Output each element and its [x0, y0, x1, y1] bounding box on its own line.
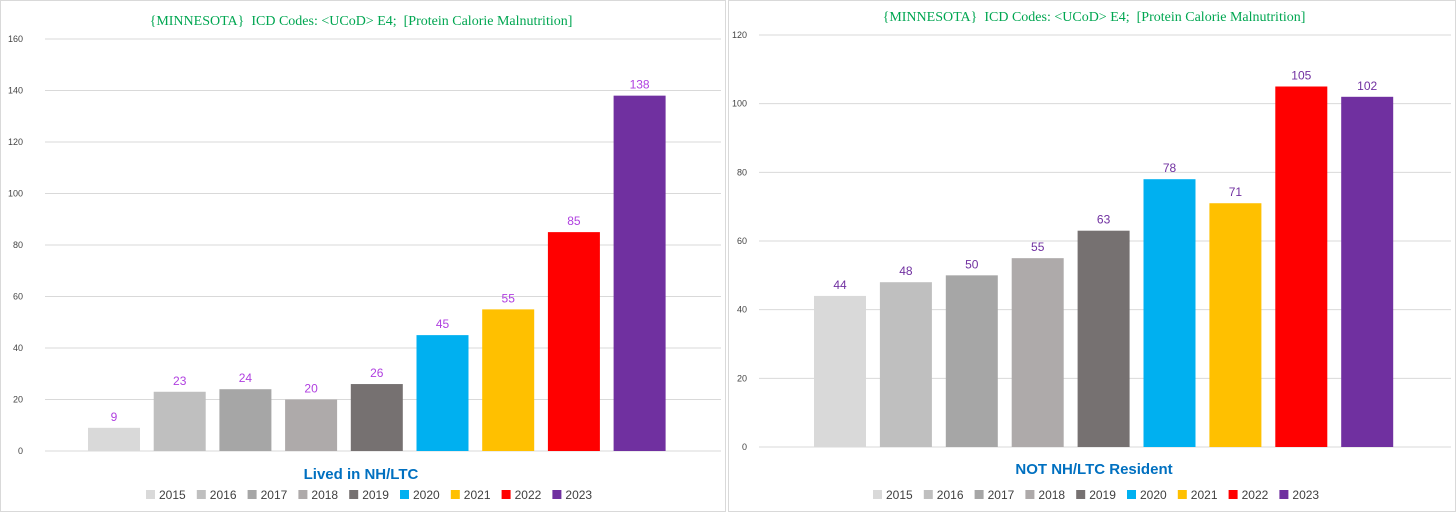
left-data-label-2019: 26 — [370, 366, 384, 380]
left-bar-2019 — [350, 384, 403, 451]
right-legend-label-2023: 2023 — [1292, 488, 1319, 502]
chart-panel-left: {MINNESOTA} ICD Codes: <UCoD> E4; [Prote… — [0, 0, 726, 512]
left-legend-swatch-2016 — [196, 490, 206, 499]
left-legend-label-2022: 2022 — [515, 488, 542, 502]
left-legend-label-2016: 2016 — [210, 488, 237, 502]
left-legend-swatch-2020 — [400, 490, 409, 499]
right-x-axis-title: NOT NH/LTC Resident — [1015, 461, 1172, 478]
right-bar-2021 — [1209, 203, 1262, 447]
right-legend-swatch-2023 — [1279, 490, 1289, 499]
left-y-tick-label: 0 — [18, 446, 23, 456]
right-y-tick-label: 80 — [737, 167, 747, 177]
left-bar-2022 — [547, 232, 600, 451]
left-legend-label-2015: 2015 — [159, 488, 186, 502]
right-legend-swatch-2022 — [1228, 490, 1238, 499]
right-legend-swatch-2018 — [1025, 490, 1035, 499]
chart-right: {MINNESOTA} ICD Codes: <UCoD> E4; [Prote… — [732, 10, 1451, 502]
left-legend-label-2019: 2019 — [362, 488, 389, 502]
left-bar-2015 — [88, 427, 140, 451]
left-bar-2017 — [219, 389, 272, 451]
left-data-label-2022: 85 — [567, 214, 581, 228]
right-legend-label-2017: 2017 — [988, 488, 1015, 502]
right-data-label-2015: 44 — [833, 278, 847, 292]
right-legend-swatch-2017 — [974, 490, 984, 499]
left-y-tick-label: 20 — [13, 395, 23, 405]
left-legend-label-2018: 2018 — [311, 488, 338, 502]
right-data-label-2016: 48 — [899, 264, 913, 278]
left-data-label-2017: 24 — [239, 371, 253, 385]
left-chart-title: {MINNESOTA} ICD Codes: <UCoD> E4; [Prote… — [150, 14, 573, 29]
right-legend-swatch-2021 — [1177, 490, 1187, 499]
right-legend-label-2019: 2019 — [1089, 488, 1116, 502]
right-legend-label-2021: 2021 — [1191, 488, 1218, 502]
right-data-label-2022: 105 — [1291, 69, 1311, 83]
right-y-tick-label: 40 — [737, 305, 747, 315]
right-legend-label-2015: 2015 — [886, 488, 913, 502]
left-bar-2016 — [153, 391, 206, 451]
left-bar-2018 — [285, 399, 338, 451]
right-legend-label-2018: 2018 — [1038, 488, 1065, 502]
right-bar-2020 — [1143, 179, 1196, 447]
left-y-tick-label: 80 — [13, 240, 23, 250]
right-legend-label-2020: 2020 — [1140, 488, 1167, 502]
left-legend-label-2017: 2017 — [261, 488, 288, 502]
right-y-tick-label: 0 — [742, 442, 747, 452]
left-legend-swatch-2017 — [247, 490, 257, 499]
left-data-label-2023: 138 — [630, 78, 650, 92]
left-data-label-2020: 45 — [436, 317, 450, 331]
left-y-tick-label: 60 — [13, 292, 23, 302]
right-y-tick-label: 20 — [737, 373, 747, 383]
left-y-tick-label: 40 — [13, 343, 23, 353]
left-data-label-2015: 9 — [111, 410, 118, 424]
right-data-label-2020: 78 — [1163, 161, 1177, 175]
left-legend-swatch-2019 — [349, 490, 359, 499]
left-bar-2021 — [482, 309, 535, 451]
right-bar-2016 — [879, 282, 932, 447]
left-legend-swatch-2015 — [146, 490, 155, 499]
left-y-tick-label: 120 — [8, 137, 23, 147]
left-legend-swatch-2021 — [450, 490, 460, 499]
left-y-tick-label: 100 — [8, 189, 23, 199]
right-legend-swatch-2016 — [923, 490, 933, 499]
right-legend-swatch-2019 — [1076, 490, 1086, 499]
right-bar-2019 — [1077, 230, 1130, 447]
right-data-label-2023: 102 — [1357, 79, 1377, 93]
right-chart-title: {MINNESOTA} ICD Codes: <UCoD> E4; [Prote… — [883, 10, 1306, 25]
right-y-tick-label: 120 — [732, 30, 747, 40]
left-legend-swatch-2022 — [501, 490, 511, 499]
left-x-axis-title: Lived in NH/LTC — [304, 466, 419, 483]
right-bar-2018 — [1011, 258, 1064, 447]
left-y-tick-label: 160 — [8, 34, 23, 44]
left-bar-2023 — [613, 95, 666, 452]
right-bar-2022 — [1275, 86, 1328, 447]
right-legend-label-2022: 2022 — [1242, 488, 1269, 502]
right-data-label-2019: 63 — [1097, 213, 1111, 227]
left-legend-swatch-2023 — [552, 490, 562, 499]
right-legend-swatch-2015 — [873, 490, 882, 499]
left-data-label-2016: 23 — [173, 374, 187, 388]
right-y-tick-label: 100 — [732, 99, 747, 109]
left-legend-swatch-2018 — [298, 490, 308, 499]
left-data-label-2021: 55 — [502, 291, 516, 305]
left-legend-label-2020: 2020 — [413, 488, 440, 502]
left-legend-label-2021: 2021 — [464, 488, 491, 502]
right-bar-2023 — [1341, 96, 1394, 448]
right-bar-2017 — [945, 275, 998, 447]
right-legend-label-2016: 2016 — [937, 488, 964, 502]
right-bar-2015 — [814, 295, 866, 447]
chart-left: {MINNESOTA} ICD Codes: <UCoD> E4; [Prote… — [8, 14, 721, 502]
left-y-tick-label: 140 — [8, 86, 23, 96]
left-bar-2020 — [416, 335, 469, 451]
left-data-label-2018: 20 — [304, 382, 318, 396]
right-data-label-2021: 71 — [1229, 185, 1243, 199]
right-data-label-2017: 50 — [965, 257, 979, 271]
left-legend-label-2023: 2023 — [565, 488, 592, 502]
right-data-label-2018: 55 — [1031, 240, 1045, 254]
chart-panel-right: {MINNESOTA} ICD Codes: <UCoD> E4; [Prote… — [728, 0, 1456, 512]
right-legend-swatch-2020 — [1127, 490, 1136, 499]
right-y-tick-label: 60 — [737, 236, 747, 246]
